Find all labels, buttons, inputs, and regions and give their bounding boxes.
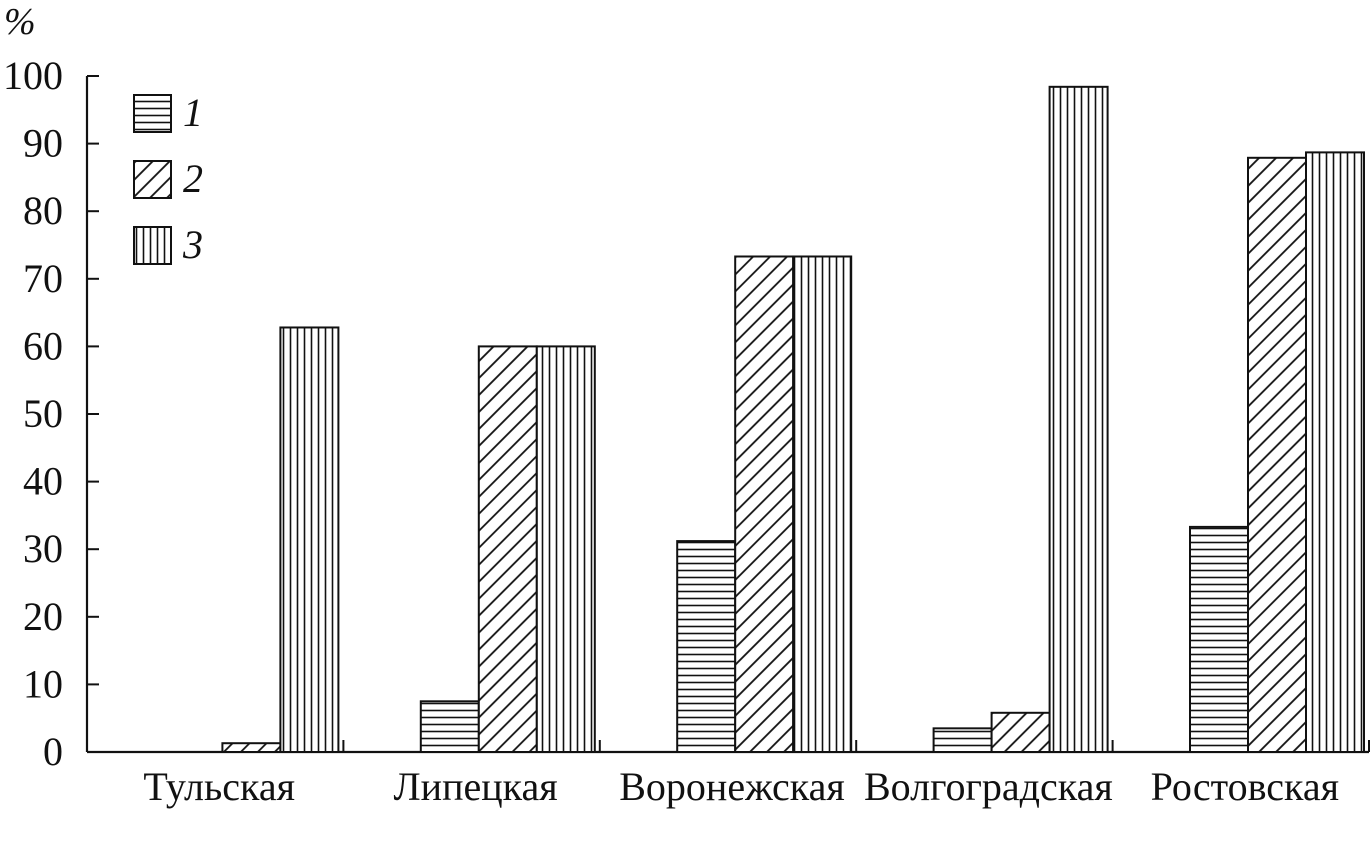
bar-1-2: [419, 700, 480, 753]
bar-2-5: [1247, 156, 1307, 753]
y-tick-label: 80: [23, 188, 63, 233]
bar-3-2: [535, 345, 596, 753]
y-tick-label: 20: [23, 594, 63, 639]
bar-2-2: [477, 345, 538, 753]
legend-swatch-2: [133, 160, 172, 199]
bar-1-3: [676, 540, 737, 754]
y-tick-label: 10: [23, 661, 63, 706]
y-tick-label: 30: [23, 526, 63, 571]
bar-3-4: [1048, 85, 1109, 754]
bar-3-1: [279, 326, 340, 753]
legend-label-2: 2: [183, 156, 203, 201]
x-category-label: Тульская: [143, 764, 295, 809]
x-category-label: Воронежская: [619, 764, 845, 809]
bar-3-3: [792, 255, 853, 753]
legend-label-3: 3: [182, 222, 203, 267]
bar-1-4: [932, 727, 993, 754]
bar-2-4: [990, 711, 1051, 753]
y-tick-label: 100: [3, 53, 63, 98]
bar-2-1: [221, 742, 282, 753]
bar-3-5: [1305, 151, 1365, 753]
y-tick-label: 40: [23, 459, 63, 504]
x-category-label: Липецкая: [394, 764, 558, 809]
legend-label-1: 1: [183, 90, 203, 135]
y-tick-label: 70: [23, 256, 63, 301]
y-tick-label: 50: [23, 391, 63, 436]
y-axis-unit-label: %: [4, 1, 36, 43]
legend-swatch-1: [133, 94, 172, 133]
y-tick-label: 0: [43, 729, 63, 774]
bar-1-5: [1189, 525, 1249, 754]
y-tick-label: 60: [23, 323, 63, 368]
y-tick-label: 90: [23, 121, 63, 166]
x-category-label: Ростовская: [1151, 764, 1339, 809]
x-category-label: Волгоградская: [864, 764, 1113, 809]
bar-2-3: [734, 255, 795, 753]
legend-swatch-3: [133, 226, 172, 265]
